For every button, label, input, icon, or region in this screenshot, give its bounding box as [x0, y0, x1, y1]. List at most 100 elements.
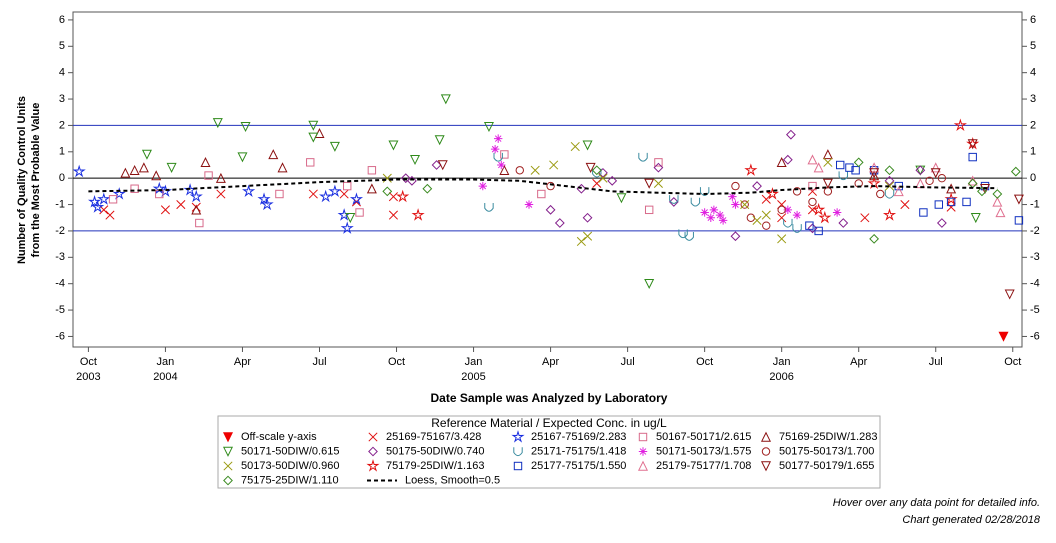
marker — [644, 205, 654, 215]
x-tick-label: Oct — [696, 356, 713, 368]
y2-tick-label: -4 — [1030, 278, 1040, 290]
legend-marker — [513, 447, 523, 457]
x-tick-label: Jul — [312, 356, 326, 368]
y-tick-label: 3 — [59, 93, 65, 105]
marker — [112, 187, 126, 200]
marker — [812, 202, 826, 216]
marker — [176, 200, 186, 210]
marker — [545, 204, 556, 215]
plot-frame — [72, 11, 1023, 348]
marker — [200, 157, 211, 168]
x-tick-label: Jan 2004 — [153, 356, 177, 383]
marker — [992, 196, 1003, 207]
y2-tick-label: -5 — [1030, 304, 1040, 316]
marker — [678, 229, 688, 239]
marker — [808, 197, 817, 207]
marker — [684, 232, 694, 241]
marker — [654, 158, 663, 167]
marker — [105, 210, 115, 220]
marker — [440, 94, 451, 105]
marker — [388, 210, 398, 220]
legend-marker — [368, 446, 378, 457]
y2-tick-label: -1 — [1030, 198, 1040, 210]
marker — [129, 164, 140, 175]
marker — [644, 278, 655, 290]
x-tick-label: Oct 2003 — [76, 356, 100, 383]
marker — [882, 208, 897, 221]
y-tick-label: -3 — [55, 251, 65, 263]
marker — [339, 189, 349, 199]
marker — [329, 141, 340, 152]
y-tick-label: -5 — [55, 304, 65, 316]
marker — [212, 118, 223, 129]
marker — [242, 184, 256, 197]
marker — [761, 194, 771, 204]
y2-tick-label: 5 — [1030, 40, 1036, 52]
marker — [776, 157, 787, 168]
marker — [853, 157, 864, 168]
legend-label: 50167-50171/2.615 — [656, 431, 751, 443]
note: Hover over any data point for detailed i… — [833, 497, 1040, 509]
legend-marker — [223, 475, 233, 486]
marker — [130, 184, 139, 193]
x-tick-label: Apr — [234, 356, 251, 368]
marker — [108, 195, 118, 204]
marker — [497, 160, 506, 170]
legend-label: Off-scale y-axis — [241, 431, 317, 443]
marker — [783, 205, 793, 215]
marker — [260, 197, 274, 211]
marker — [308, 189, 318, 199]
marker — [644, 178, 655, 189]
marker — [319, 189, 333, 203]
legend-label: 50175-50DIW/0.740 — [386, 445, 484, 457]
marker — [308, 120, 319, 131]
marker — [805, 221, 814, 230]
legend-label: 50171-50DIW/0.615 — [241, 445, 339, 457]
legend-title: Reference Material / Expected Conc. in u… — [431, 416, 667, 430]
marker — [328, 184, 342, 197]
marker — [554, 218, 565, 228]
marker — [1013, 194, 1024, 205]
marker — [546, 181, 555, 191]
marker — [731, 181, 740, 191]
marker — [345, 213, 356, 224]
marker — [884, 165, 895, 176]
y-tick-label: 5 — [59, 40, 65, 52]
marker — [728, 192, 737, 201]
marker — [120, 167, 131, 178]
legend-marker — [223, 461, 233, 471]
marker — [813, 162, 824, 173]
x-tick-label: Jan 2006 — [769, 356, 793, 383]
marker — [537, 189, 546, 199]
marker — [591, 165, 602, 176]
marker — [216, 189, 226, 199]
legend-box — [217, 415, 881, 489]
y2-tick-label: -2 — [1030, 225, 1040, 237]
note: Chart generated 02/28/2018 — [902, 514, 1040, 526]
marker — [195, 218, 204, 228]
marker — [87, 194, 102, 208]
marker — [718, 216, 728, 225]
marker — [822, 149, 833, 160]
marker — [946, 183, 957, 194]
marker — [585, 162, 596, 173]
marker — [530, 165, 540, 175]
marker — [484, 202, 494, 212]
legend-marker — [761, 447, 771, 456]
legend-label: 50171-50173/1.575 — [656, 445, 751, 457]
legend-label: 25169-75167/3.428 — [386, 431, 481, 443]
marker — [151, 170, 162, 181]
marker — [493, 152, 503, 162]
legend-label: 25177-75175/1.550 — [531, 460, 626, 472]
marker — [777, 205, 786, 215]
legend-marker — [637, 460, 649, 471]
marker — [160, 205, 170, 215]
y-tick-label: -4 — [55, 278, 65, 290]
y-axis-title: from the Most Probable Value — [30, 103, 42, 258]
marker — [822, 178, 833, 189]
marker — [823, 157, 833, 167]
x-tick-label: Oct — [388, 356, 405, 368]
marker — [814, 226, 823, 236]
marker — [396, 189, 410, 203]
